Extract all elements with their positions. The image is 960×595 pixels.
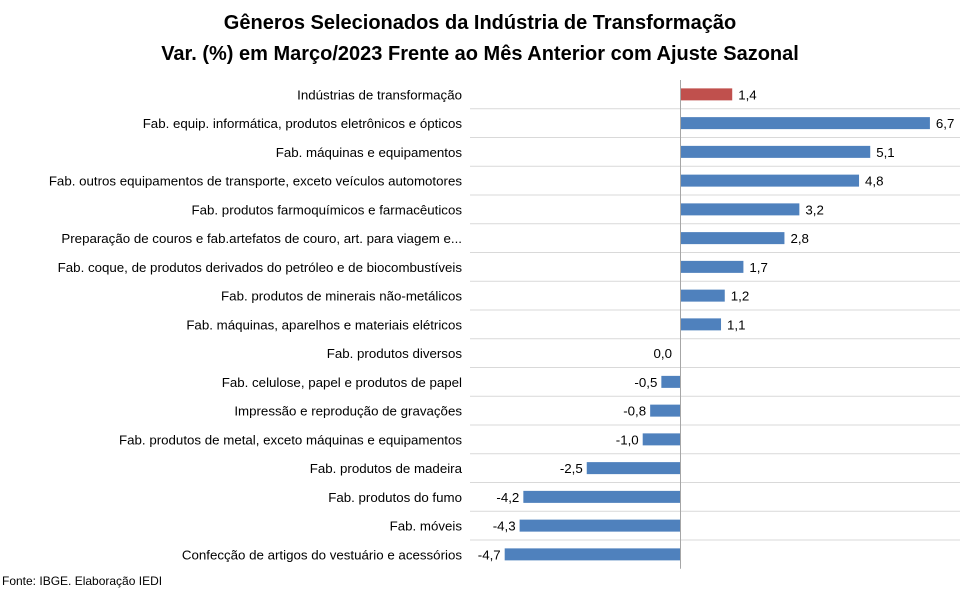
value-label: 1,2 (731, 289, 750, 304)
category-label: Fab. produtos de minerais não-metálicos (221, 289, 462, 304)
value-label: -2,5 (560, 461, 583, 476)
value-label: -4,2 (496, 490, 519, 505)
category-label: Fab. móveis (390, 519, 463, 534)
category-label: Fab. máquinas e equipamentos (276, 145, 463, 160)
value-label: 1,1 (727, 317, 746, 332)
row-separators (470, 108, 960, 541)
value-label: -0,8 (623, 404, 646, 419)
bar (661, 375, 680, 388)
bar (680, 289, 725, 302)
category-label: Fab. produtos de madeira (310, 461, 463, 476)
bar (680, 318, 722, 331)
bar (680, 88, 733, 101)
category-label: Fab. máquinas, aparelhos e materiais elé… (186, 317, 462, 332)
bar (519, 519, 680, 532)
bar (586, 462, 680, 475)
bar (680, 174, 860, 187)
bar-chart: Indústrias de transformação Fab. equip. i… (49, 80, 960, 569)
category-label: Preparação de couros e fab.artefatos de … (61, 231, 462, 246)
category-label: Fab. celulose, papel e produtos de papel (222, 375, 462, 390)
bar (523, 490, 680, 503)
bar (642, 433, 680, 446)
value-label: -4,7 (478, 547, 501, 562)
bar (650, 404, 680, 417)
category-label: Fab. produtos de metal, exceto máquinas … (119, 432, 462, 447)
value-label: 4,8 (865, 174, 884, 189)
source-note: Fonte: IBGE. Elaboração IEDI (2, 574, 163, 588)
category-label: Impressão e reprodução de gravações (234, 404, 462, 419)
category-label: Fab. outros equipamentos de transporte, … (49, 174, 463, 189)
value-label: 0,0 (654, 346, 673, 361)
category-label: Confecção de artigos do vestuário e aces… (182, 547, 462, 562)
value-label: 1,4 (738, 87, 757, 102)
value-label: 6,7 (936, 116, 955, 131)
category-label: Fab. produtos diversos (327, 346, 463, 361)
value-label: -1,0 (616, 432, 639, 447)
value-label: -4,3 (493, 519, 516, 534)
chart-subtitle: Var. (%) em Março/2023 Frente ao Mês Ant… (161, 43, 799, 65)
bar (680, 203, 800, 216)
value-label: 3,2 (805, 202, 824, 217)
category-labels: Indústrias de transformação Fab. equip. i… (49, 87, 463, 562)
category-label: Fab. equip. informática, produtos eletrô… (143, 116, 463, 131)
bar (680, 145, 871, 158)
bar (680, 232, 785, 245)
value-label: 1,7 (749, 260, 768, 275)
category-label: Fab. coque, de produtos derivados do pet… (58, 260, 463, 275)
value-label: 5,1 (876, 145, 895, 160)
value-labels: 1,4 6,7 5,1 4,8 3,2 2,8 1,7 1,2 1,1 0,0 -0,5 -0,8 -1… (478, 87, 955, 562)
category-label: Indústrias de transformação (297, 87, 462, 102)
category-label: Fab. produtos do fumo (328, 490, 462, 505)
category-label: Fab. produtos farmoquímicos e farmacêuti… (192, 202, 463, 217)
value-label: 2,8 (790, 231, 809, 246)
bar (680, 117, 930, 130)
chart-title: Gêneros Selecionados da Indústria de Tra… (223, 12, 737, 34)
bar (680, 260, 744, 273)
bars-group (504, 88, 930, 561)
value-label: -0,5 (634, 375, 657, 390)
bar (504, 548, 680, 561)
